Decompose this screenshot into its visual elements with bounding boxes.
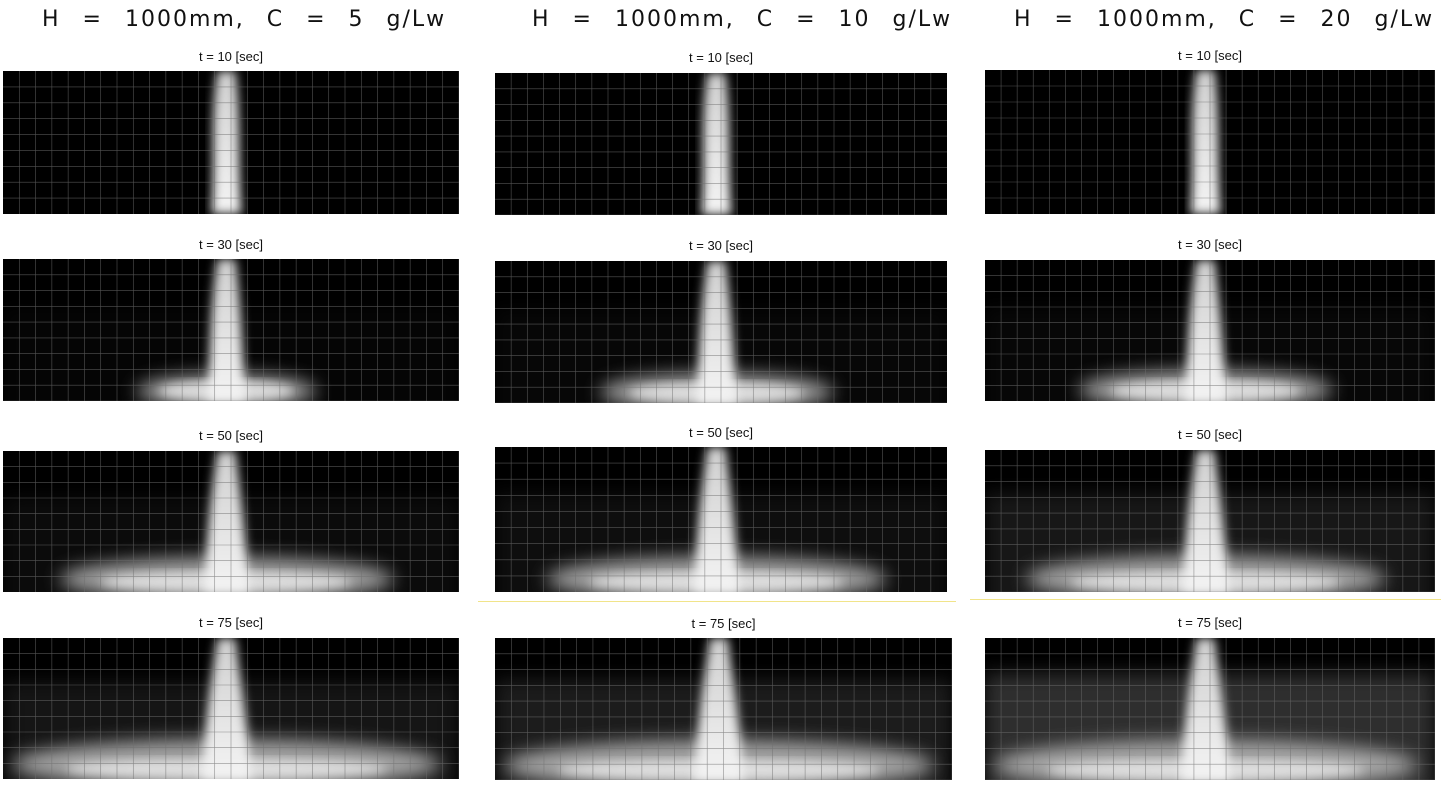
frame-label: t = 50 [sec] — [199, 428, 263, 443]
frame-label: t = 75 [sec] — [691, 616, 756, 631]
plume — [1180, 638, 1231, 780]
grid — [985, 450, 1435, 592]
frame-image — [3, 451, 459, 592]
frame-image — [985, 638, 1435, 780]
grid — [985, 70, 1435, 214]
plume — [1184, 260, 1227, 401]
grid — [985, 260, 1435, 401]
frame-label: t = 10 [sec] — [1178, 48, 1242, 63]
frame-image — [3, 71, 459, 214]
plume — [1190, 70, 1221, 214]
frame-label: t = 75 [sec] — [1178, 615, 1242, 630]
frame-label: t = 50 [sec] — [689, 425, 753, 440]
frame-label: t = 10 [sec] — [689, 50, 753, 65]
plume — [207, 259, 246, 401]
row-separator — [970, 599, 1441, 600]
frame-label: t = 30 [sec] — [199, 237, 263, 252]
plume — [695, 261, 737, 403]
plume — [211, 71, 242, 214]
frame-image — [985, 260, 1435, 401]
grid — [3, 451, 459, 592]
frame-image — [495, 73, 947, 215]
plume — [203, 451, 250, 592]
video-frame — [985, 638, 1435, 780]
frame-label: t = 30 [sec] — [1178, 237, 1242, 252]
grid — [495, 261, 947, 403]
video-frame — [3, 451, 459, 592]
plume — [693, 638, 744, 780]
row-separator — [478, 601, 956, 602]
grid — [3, 259, 459, 401]
video-frame — [495, 261, 947, 403]
frame-image — [3, 638, 459, 779]
frame-image — [985, 70, 1435, 214]
video-frame — [3, 638, 459, 779]
frame-image — [495, 447, 947, 592]
plume — [693, 447, 740, 592]
video-frame — [985, 450, 1435, 592]
grid — [495, 638, 952, 780]
plume — [201, 638, 252, 779]
grid — [3, 71, 459, 214]
video-frame — [495, 638, 952, 780]
grid — [3, 638, 459, 779]
grid — [495, 73, 947, 215]
frame-label: t = 30 [sec] — [689, 238, 753, 253]
plume — [1182, 450, 1229, 592]
video-frame — [3, 259, 459, 401]
video-frame — [495, 447, 947, 592]
column-title-2: H = 1000mm, C = 10 g/Lw — [532, 7, 953, 32]
video-frame — [495, 73, 947, 215]
plume — [701, 73, 732, 215]
column-title-1: H = 1000mm, C = 5 g/Lw — [42, 7, 447, 32]
video-frame — [985, 260, 1435, 401]
frame-image — [495, 261, 947, 403]
frame-label: t = 10 [sec] — [199, 49, 263, 64]
grid — [985, 638, 1435, 780]
column-title-3: H = 1000mm, C = 20 g/Lw — [1014, 7, 1435, 32]
frame-label: t = 75 [sec] — [199, 615, 263, 630]
video-frame — [3, 71, 459, 214]
grid — [495, 447, 947, 592]
frame-image — [3, 259, 459, 401]
frame-image — [495, 638, 952, 780]
frame-label: t = 50 [sec] — [1178, 427, 1242, 442]
frame-image — [985, 450, 1435, 592]
video-frame — [985, 70, 1435, 214]
